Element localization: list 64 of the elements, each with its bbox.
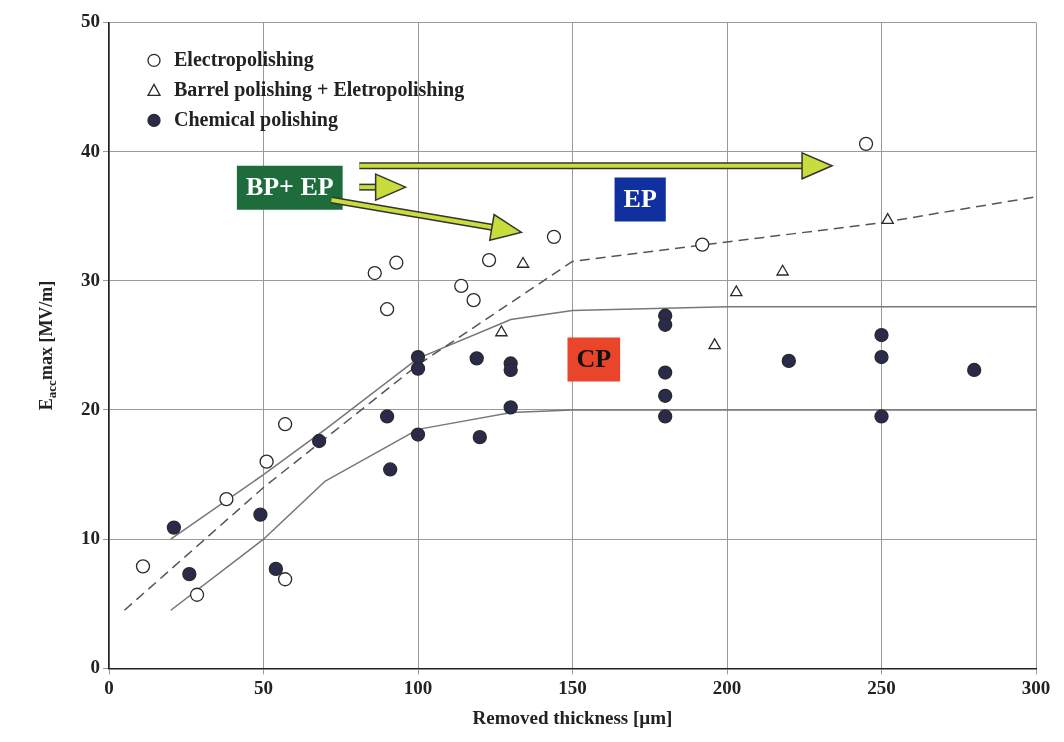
point	[259, 454, 274, 469]
point	[776, 264, 789, 276]
y-tick-label: 20	[81, 397, 100, 419]
point	[874, 349, 889, 365]
point	[495, 325, 508, 337]
point	[410, 349, 426, 365]
point	[410, 427, 426, 442]
point	[729, 285, 743, 297]
x-tick-label: 50	[254, 676, 273, 698]
point	[166, 520, 182, 535]
point	[695, 237, 710, 252]
y-tick-label: 50	[81, 10, 100, 32]
x-tick-label: 300	[1021, 676, 1051, 698]
y-tick-label: 30	[81, 268, 100, 290]
point	[874, 327, 889, 343]
x-tick-label: 150	[558, 676, 587, 698]
point	[189, 587, 205, 602]
point	[383, 462, 398, 477]
legend-label: Electropolishing	[174, 47, 314, 71]
point	[472, 429, 487, 445]
point	[546, 229, 562, 245]
point	[219, 492, 234, 507]
y-tick-label: 40	[81, 139, 100, 161]
point	[781, 353, 796, 369]
x-tick-label: 250	[867, 676, 896, 698]
x-tick-label: 200	[712, 676, 742, 698]
point	[708, 338, 721, 350]
annotation: CP	[576, 344, 612, 374]
point	[516, 256, 530, 268]
point	[658, 365, 673, 380]
point	[881, 212, 894, 224]
point	[253, 507, 268, 522]
point	[277, 572, 293, 587]
point	[135, 559, 151, 574]
annotation: EP	[623, 184, 657, 214]
point	[379, 409, 395, 424]
x-tick-label: 0	[104, 676, 114, 698]
point	[503, 362, 518, 378]
point	[182, 566, 197, 582]
point	[658, 317, 673, 332]
point	[466, 293, 481, 308]
point	[379, 302, 395, 317]
legend-label: Barrel polishing + Eletropolishing	[174, 77, 465, 101]
point	[874, 409, 889, 424]
annotation: BP+ EP	[245, 172, 334, 202]
x-tick-label: 100	[403, 676, 433, 698]
point	[389, 255, 404, 270]
y-tick-label: 10	[81, 527, 100, 549]
point	[658, 388, 673, 403]
point	[967, 362, 982, 378]
point	[268, 561, 284, 577]
point	[277, 417, 293, 432]
point	[410, 361, 426, 376]
point	[469, 351, 484, 366]
point	[658, 409, 673, 424]
legend-label: Chemical polishing	[174, 107, 338, 131]
x-axis-title: Removed thickness [µm]	[472, 706, 673, 728]
y-tick-label: 0	[90, 656, 100, 678]
point	[367, 265, 382, 281]
point	[503, 400, 518, 415]
point	[311, 433, 327, 449]
point	[858, 136, 874, 151]
point	[481, 252, 497, 268]
point	[454, 278, 469, 294]
